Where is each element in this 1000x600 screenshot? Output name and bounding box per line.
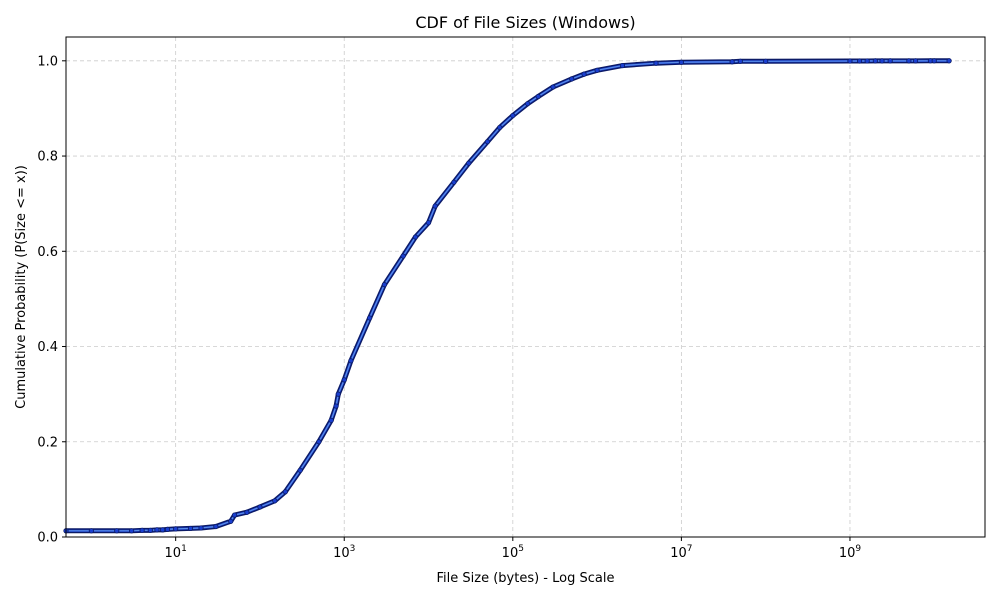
y-tick-label: 0.2 <box>37 435 58 450</box>
data-point <box>946 58 952 64</box>
data-point <box>164 526 171 532</box>
data-point <box>244 509 250 515</box>
data-point <box>737 58 743 64</box>
data-point <box>906 58 912 64</box>
data-point <box>400 253 406 259</box>
data-point <box>173 526 179 532</box>
data-point <box>432 203 438 209</box>
data-point <box>341 377 347 383</box>
data-point <box>333 403 339 409</box>
y-tick-label: 0.8 <box>37 150 58 165</box>
data-point <box>154 527 160 533</box>
axis-ticks: 101 103 105 107 109 0.0 0.2 0.4 0.6 0.8 1.0 <box>37 54 861 561</box>
data-point <box>335 391 341 397</box>
x-tick-label: 109 <box>839 544 862 561</box>
data-point <box>856 58 863 64</box>
data-point <box>160 527 166 533</box>
data-point <box>619 62 626 69</box>
data-point <box>88 528 94 534</box>
data-point <box>510 112 516 119</box>
data-point <box>484 139 491 145</box>
data-point <box>653 60 659 66</box>
plot-frame <box>65 36 986 538</box>
y-tick-label: 0.4 <box>37 340 58 355</box>
data-point <box>594 67 600 73</box>
x-tick-label: 103 <box>333 544 355 561</box>
y-tick-label: 0.0 <box>37 531 58 546</box>
data-point <box>763 58 769 64</box>
data-point <box>348 358 354 364</box>
data-point <box>569 76 575 82</box>
data-point <box>316 439 322 445</box>
x-axis-title: File Size (bytes) - Log Scale <box>437 571 615 586</box>
data-point <box>231 512 238 518</box>
data-point <box>678 59 684 65</box>
data-point <box>412 234 419 240</box>
x-tick-label: 107 <box>670 544 692 561</box>
data-point <box>729 59 735 65</box>
x-tick-label: 105 <box>502 544 524 561</box>
data-point <box>213 523 219 530</box>
data-point <box>581 71 587 77</box>
data-point <box>864 58 870 64</box>
y-tick-label: 0.6 <box>37 245 58 260</box>
data-point <box>497 124 503 131</box>
data-point <box>282 489 288 495</box>
data-point <box>328 417 334 423</box>
data-point <box>535 93 541 100</box>
data-point <box>272 498 278 504</box>
data-point <box>425 220 432 226</box>
data-point <box>872 58 878 64</box>
data-point <box>198 525 204 531</box>
y-tick-label: 1.0 <box>37 54 58 69</box>
data-point <box>912 58 919 64</box>
data-point <box>847 58 853 64</box>
data-point <box>887 58 893 64</box>
data-point <box>466 160 472 166</box>
y-axis-title: Cumulative Probability (P(Size <= x)) <box>14 165 29 409</box>
chart-title: CDF of File Sizes (Windows) <box>415 13 635 32</box>
x-tick-label: 101 <box>165 544 187 561</box>
data-point <box>931 58 937 64</box>
data-point <box>139 527 145 533</box>
data-point <box>879 58 885 64</box>
data-point <box>297 467 303 473</box>
data-point <box>147 527 153 533</box>
data-point <box>128 528 135 534</box>
data-point <box>114 528 120 534</box>
data-point <box>228 518 234 524</box>
data-point <box>525 101 531 107</box>
data-point <box>451 179 457 185</box>
data-point <box>367 315 373 321</box>
data-point <box>381 282 388 288</box>
data-point <box>550 84 556 90</box>
data-point <box>187 525 194 532</box>
data-point <box>257 504 263 510</box>
